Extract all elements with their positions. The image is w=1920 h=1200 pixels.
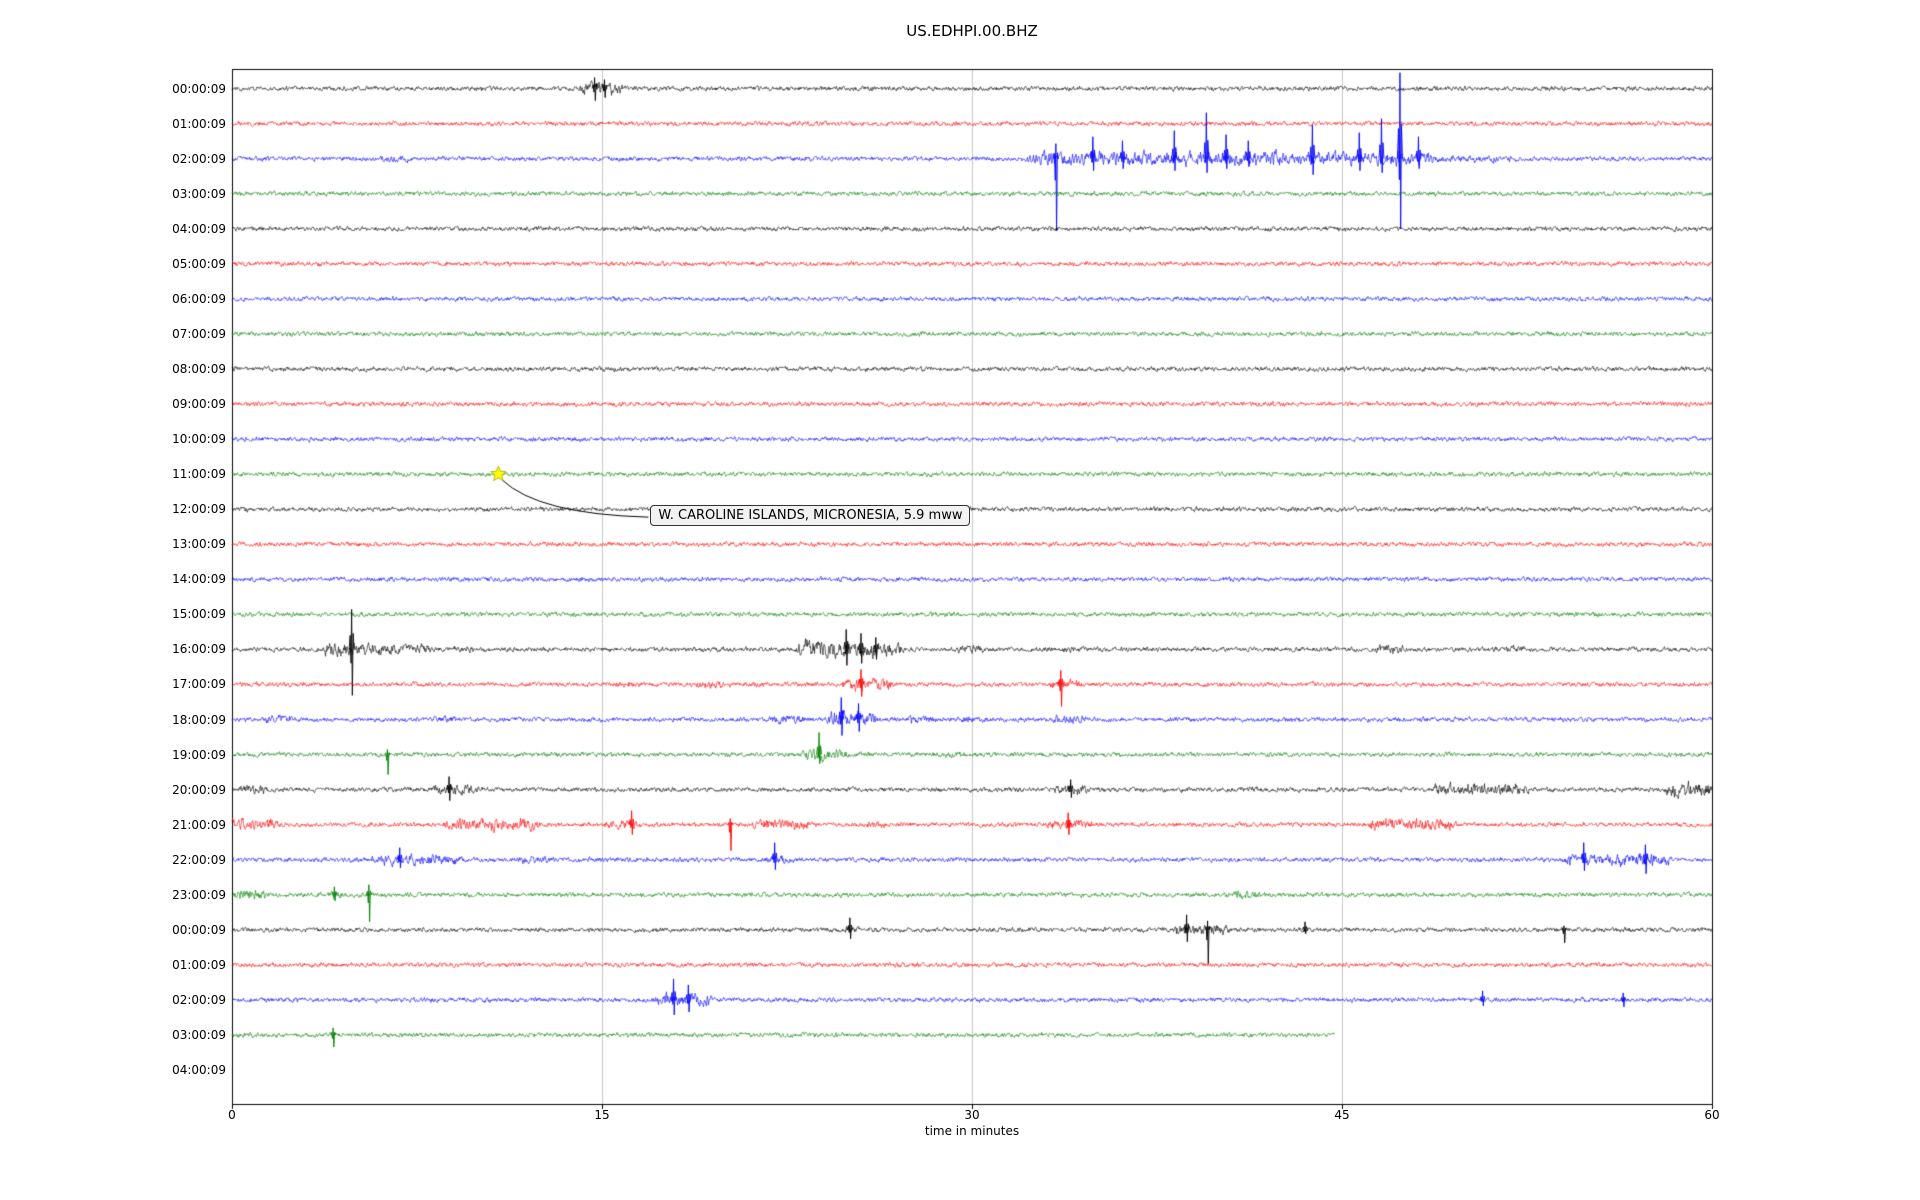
x-tick-label: 0: [228, 1108, 236, 1122]
y-tick-label: 20:00:09: [172, 782, 226, 797]
y-tick-label: 03:00:09: [172, 1027, 226, 1042]
y-tick-label: 17:00:09: [172, 677, 226, 692]
y-tick-label: 23:00:09: [172, 887, 226, 902]
y-tick-label: 15:00:09: [172, 607, 226, 622]
y-tick-label: 13:00:09: [172, 537, 226, 552]
y-tick-label: 14:00:09: [172, 572, 226, 587]
x-tick-label: 30: [964, 1108, 980, 1122]
y-tick-label: 04:00:09: [172, 1063, 226, 1077]
y-tick-label: 01:00:09: [172, 116, 226, 131]
y-tick-label: 12:00:09: [172, 502, 226, 517]
x-tick-label: 45: [1334, 1108, 1350, 1122]
x-tick-label: 60: [1704, 1108, 1720, 1122]
y-tick-label: 04:00:09: [172, 221, 226, 236]
y-tick-label: 21:00:09: [172, 817, 226, 832]
y-tick-label: 01:00:09: [172, 957, 226, 972]
y-tick-label: 09:00:09: [172, 397, 226, 412]
y-tick-label: 22:00:09: [172, 852, 226, 867]
y-tick-label: 07:00:09: [172, 326, 226, 341]
x-tick-label: 15: [594, 1108, 610, 1122]
y-tick-label: 16:00:09: [172, 642, 226, 657]
y-tick-label: 06:00:09: [172, 291, 226, 306]
y-tick-label: 10:00:09: [172, 432, 226, 447]
y-tick-label: 11:00:09: [172, 467, 226, 482]
y-tick-label: 05:00:09: [172, 256, 226, 271]
y-tick-label: 02:00:09: [172, 151, 226, 166]
y-tick-label: 00:00:09: [172, 81, 226, 96]
y-tick-label: 03:00:09: [172, 186, 226, 201]
y-tick-label: 00:00:09: [172, 922, 226, 937]
x-axis-title: time in minutes: [924, 1124, 1020, 1138]
y-tick-label: 18:00:09: [172, 712, 226, 727]
event-annotation-tooltip: W. CAROLINE ISLANDS, MICRONESIA, 5.9 mww: [650, 505, 971, 527]
y-tick-label: 02:00:09: [172, 992, 226, 1007]
y-tick-label: 19:00:09: [172, 747, 226, 762]
y-tick-label: 08:00:09: [172, 362, 226, 376]
